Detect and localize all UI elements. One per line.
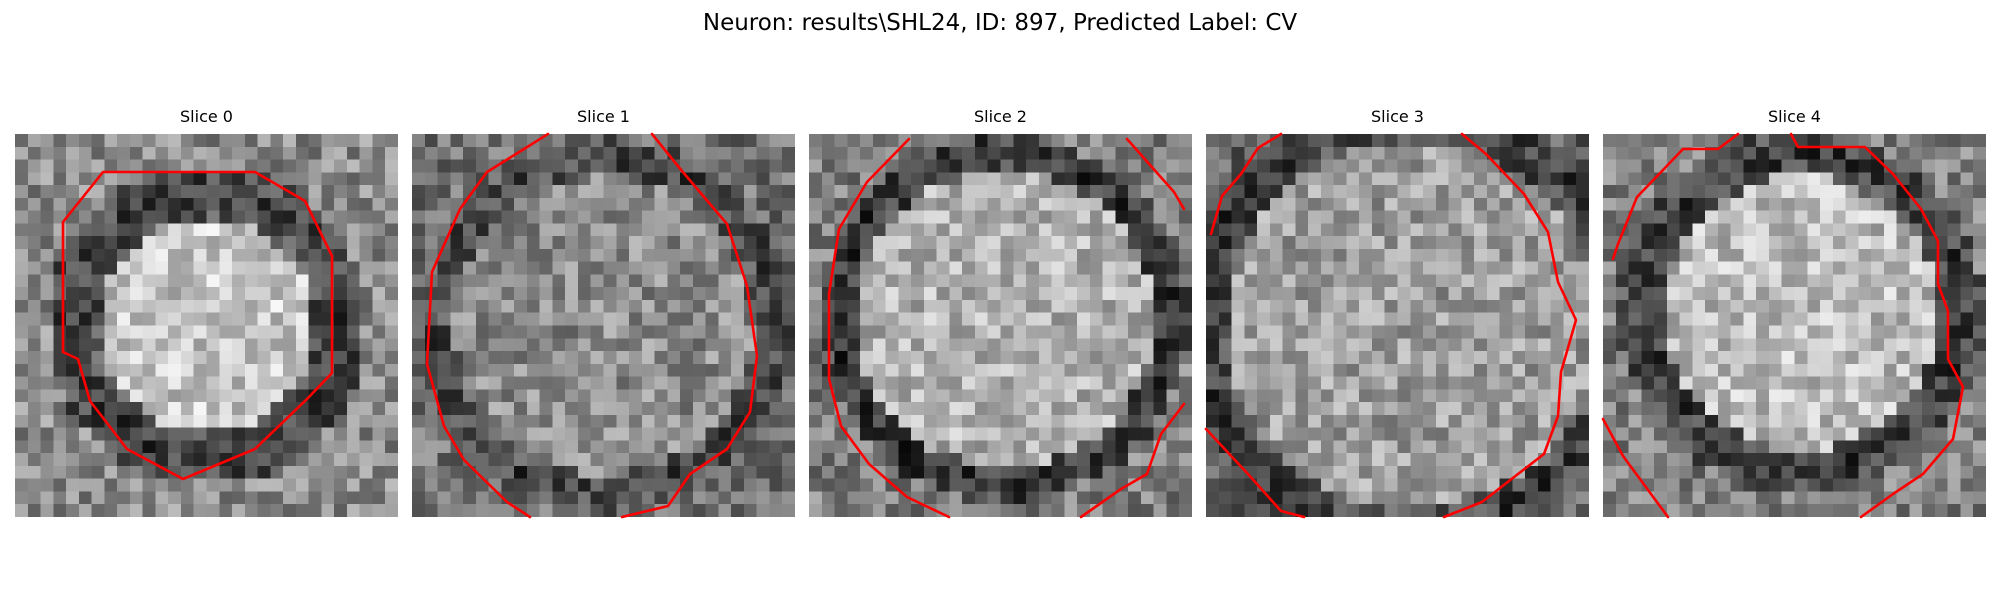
segmentation-contour — [1442, 132, 1578, 519]
segmentation-contour — [1611, 132, 1740, 261]
slice-title: Slice 3 — [1371, 107, 1424, 126]
segmentation-contour — [1601, 417, 1670, 519]
slice-image — [809, 134, 1192, 517]
segmentation-contour — [827, 137, 951, 519]
slice-title: Slice 4 — [1768, 107, 1821, 126]
contour-overlay — [425, 132, 759, 519]
slice-panel-4: Slice 4 — [1601, 107, 1986, 519]
contour-overlay — [1204, 132, 1578, 519]
slice-title: Slice 2 — [974, 107, 1027, 126]
figure-title: Neuron: results\SHL24, ID: 897, Predicte… — [702, 10, 1298, 36]
slice-panel-3: Slice 3 — [1204, 107, 1589, 519]
slice-panel-0: Slice 0 — [15, 107, 398, 517]
segmentation-contour — [1079, 402, 1186, 519]
contour-overlay — [61, 170, 334, 481]
slice-panel-2: Slice 2 — [809, 107, 1192, 519]
segmentation-contour — [1209, 132, 1283, 236]
segmentation-contour — [61, 170, 334, 481]
segmentation-contour — [1204, 427, 1306, 519]
slice-image — [1603, 134, 1986, 517]
contour-overlay — [827, 137, 1186, 519]
segmentation-contour — [1789, 132, 1965, 519]
slice-title: Slice 1 — [577, 107, 630, 126]
segmentation-contour — [425, 132, 550, 519]
segmentation-contour — [1125, 137, 1186, 211]
slice-title: Slice 0 — [180, 107, 233, 126]
segmentation-contour — [620, 132, 759, 519]
slice-image — [15, 134, 398, 517]
slice-image — [412, 134, 795, 517]
slice-panel-1: Slice 1 — [412, 107, 795, 519]
contour-overlay — [1601, 132, 1965, 519]
